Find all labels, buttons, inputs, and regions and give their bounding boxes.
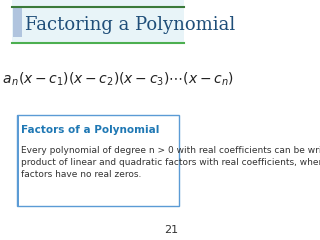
FancyBboxPatch shape — [17, 115, 179, 206]
Text: Factoring a Polynomial: Factoring a Polynomial — [25, 16, 235, 34]
FancyBboxPatch shape — [17, 115, 19, 206]
Text: 21: 21 — [164, 225, 179, 235]
Text: Factors of a Polynomial: Factors of a Polynomial — [21, 125, 160, 135]
FancyBboxPatch shape — [12, 0, 184, 43]
Text: Every polynomial of degree n > 0 with real coefficients can be written as the
pr: Every polynomial of degree n > 0 with re… — [21, 146, 320, 179]
Text: $f(x) = a_n(x - c_1)(x - c_2)(x - c_3) \cdots (x - c_n)$: $f(x) = a_n(x - c_1)(x - c_2)(x - c_3) \… — [0, 71, 234, 88]
FancyBboxPatch shape — [13, 8, 22, 37]
